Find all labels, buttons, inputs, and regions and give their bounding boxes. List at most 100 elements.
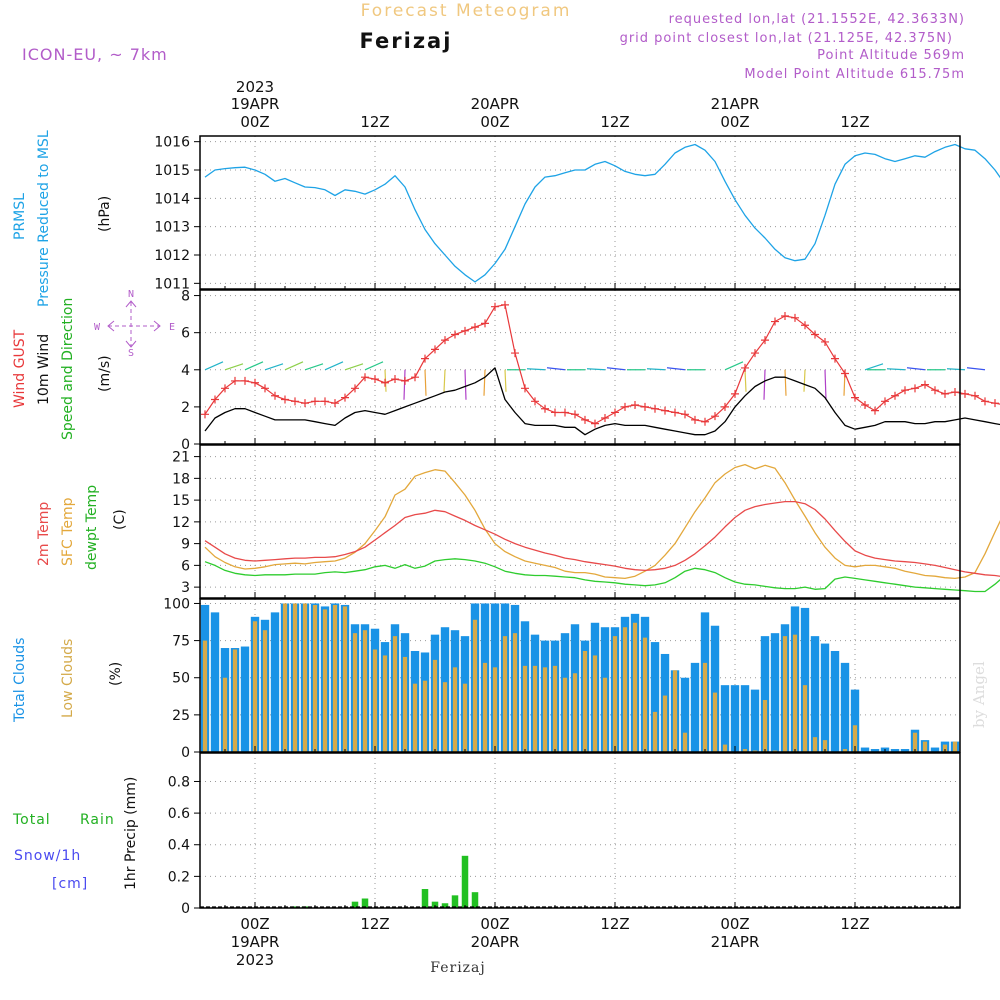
precip-ytick-label: 0.6 xyxy=(168,806,190,822)
top-time-label: 00Z xyxy=(480,113,509,131)
low-cloud-bar xyxy=(392,636,398,752)
low-cloud-bar xyxy=(372,649,378,752)
top-time-label: 2023 xyxy=(236,78,274,96)
wind-gust-marker xyxy=(831,354,839,363)
rain-bar xyxy=(441,903,449,908)
model-altitude: Model Point Altitude 615.75m xyxy=(744,67,965,82)
bottom-time-label: 12Z xyxy=(840,915,869,933)
wind-direction-arrow xyxy=(946,368,966,371)
precip-labels: Total Rain Snow/1h [cm] 1hr Precip (mm) xyxy=(12,777,139,892)
low-cloud-bar xyxy=(342,606,348,752)
wind-direction-arrow xyxy=(344,363,364,371)
pressure-ytick-label: 1012 xyxy=(154,248,190,264)
grid-layer xyxy=(200,136,960,909)
low-cloud-bar xyxy=(912,732,918,752)
wind-gust-marker xyxy=(881,397,889,406)
wind-gust-marker xyxy=(371,375,379,384)
wind-gust-marker xyxy=(581,415,589,424)
wind-gust-marker xyxy=(441,336,449,345)
wind-gust-marker xyxy=(321,397,329,406)
total-cloud-bar xyxy=(860,747,870,752)
temp-label-3: dewpt Temp xyxy=(84,485,100,570)
wind-direction-arrow xyxy=(724,361,744,371)
pressure-unit: (hPa) xyxy=(97,196,113,232)
wind-gust-marker xyxy=(861,401,869,410)
wind-direction-arrow xyxy=(803,369,806,392)
top-time-label: 00Z xyxy=(240,113,269,131)
wind-gust-marker xyxy=(721,402,729,411)
cloud-label-1: Total Clouds xyxy=(12,638,28,723)
low-cloud-bar xyxy=(422,680,428,752)
wind-gust-marker xyxy=(201,410,209,419)
wind-gust-marker xyxy=(431,345,439,354)
wind-direction-arrow xyxy=(886,368,906,371)
wind-direction-arrow xyxy=(224,363,244,371)
low-cloud-bar xyxy=(232,649,238,752)
low-cloud-bar xyxy=(942,744,948,752)
wind-gust-marker xyxy=(281,395,289,404)
wind-direction-arrow xyxy=(606,367,626,371)
low-cloud-bar xyxy=(842,749,848,752)
wind-gust-marker xyxy=(531,397,539,406)
precip-unit: 1hr Precip (mm) xyxy=(123,777,139,890)
precip-ytick-label: 0.4 xyxy=(168,838,190,854)
precip-label-total: Total xyxy=(12,812,51,828)
wind-gust-marker xyxy=(381,378,389,387)
total-cloud-bar xyxy=(760,636,770,752)
wind-gust-marker xyxy=(501,300,509,309)
temp-ytick-label: 15 xyxy=(172,493,190,509)
wind-gust-marker xyxy=(731,389,739,398)
pressure-ytick-label: 1014 xyxy=(154,191,190,207)
low-cloud-bar xyxy=(322,609,328,752)
low-cloud-bar xyxy=(632,622,638,752)
total-cloud-bar xyxy=(240,646,250,752)
low-cloud-bar xyxy=(442,682,448,752)
wind-direction-arrow xyxy=(526,368,546,371)
wind-unit: (m/s) xyxy=(97,355,113,392)
pressure-label-2: Pressure Reduced to MSL xyxy=(36,130,52,307)
compass-e: E xyxy=(169,322,175,333)
wind-direction-arrow xyxy=(324,361,344,371)
wind-gust-marker xyxy=(901,386,909,395)
cloud-labels: Total Clouds Low Clouds (%) xyxy=(12,638,124,723)
wind-direction-arrow xyxy=(864,363,884,371)
wind-gust-marker xyxy=(331,399,339,408)
compass-n: N xyxy=(128,289,134,300)
total-cloud-bar xyxy=(270,612,280,752)
wind-direction-arrow xyxy=(464,369,467,400)
top-time-label: 21APR xyxy=(711,95,760,113)
gridpoint-coords: grid point closest lon,lat (21.125E, 42.… xyxy=(620,31,953,46)
low-cloud-bar xyxy=(402,656,408,752)
wind-gust-marker xyxy=(821,337,829,346)
wind-gust-marker xyxy=(391,375,399,384)
low-cloud-bar xyxy=(452,667,458,752)
total-cloud-bar xyxy=(730,685,740,752)
wind-ytick-label: 6 xyxy=(181,326,190,342)
low-cloud-bar xyxy=(522,665,528,752)
wind-gust-marker xyxy=(641,402,649,411)
pressure-labels: PRMSL Pressure Reduced to MSL (hPa) xyxy=(12,130,113,307)
low-cloud-bar xyxy=(782,636,788,752)
low-cloud-bar xyxy=(582,650,588,752)
dewpt-line xyxy=(204,558,1000,593)
low-cloud-bar xyxy=(592,655,598,752)
wind-direction-arrow xyxy=(546,367,566,371)
low-cloud-bar xyxy=(312,604,318,752)
low-cloud-bar xyxy=(602,677,608,752)
axis-layer: 1011 1012 1013 1014 1015 1016 0 2 4 6 8 3 6 9 12 15 18 21… xyxy=(154,78,946,969)
low-cloud-bar xyxy=(662,695,668,752)
wind-gust-marker xyxy=(811,330,819,339)
wind-gust-marker xyxy=(981,397,989,406)
compass-s: S xyxy=(128,348,134,359)
low-cloud-bar xyxy=(382,655,388,752)
wind-gust-marker xyxy=(451,330,459,339)
low-cloud-bar xyxy=(302,603,308,752)
pressure-ytick-label: 1011 xyxy=(154,276,190,292)
wind-gust-marker xyxy=(401,376,409,385)
wind-gust-marker xyxy=(521,384,529,393)
wind-gust-marker xyxy=(801,321,809,330)
wind-ytick-label: 2 xyxy=(181,400,190,416)
wind-gust-marker xyxy=(481,319,489,328)
low-cloud-bar xyxy=(202,640,208,752)
wind-direction-arrow xyxy=(204,361,224,371)
